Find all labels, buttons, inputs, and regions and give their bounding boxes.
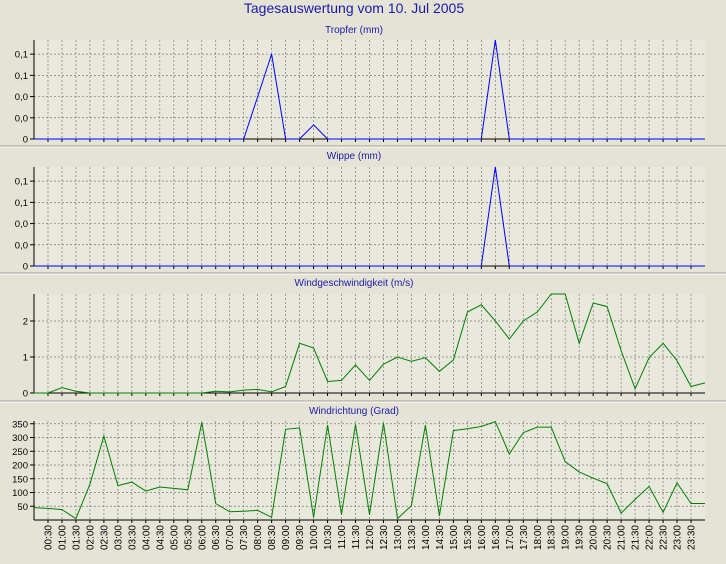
y-tick-label: 0,0 (15, 240, 28, 251)
x-tick-label: 02:30 (99, 525, 110, 550)
x-tick-label: 06:00 (197, 525, 208, 550)
x-tick-label: 11:00 (337, 525, 348, 550)
x-tick-label: 03:30 (127, 525, 138, 550)
y-tick-label: 250 (12, 447, 28, 458)
x-axis: 00:30 01:00 01:30 02:00 02:30 03:00 03:30 04:00… (43, 525, 697, 550)
series-line (34, 293, 706, 394)
y-tick-label: 300 (12, 433, 28, 444)
panel-title: Windrichtung (Grad) (309, 406, 399, 417)
x-tick-label: 05:30 (183, 525, 194, 550)
x-tick-label: 12:30 (379, 525, 390, 550)
x-tick-label: 17:30 (519, 525, 530, 550)
x-tick-label: 19:00 (561, 525, 572, 550)
x-tick-label: 16:30 (491, 525, 502, 550)
panel-title: Wippe (mm) (327, 151, 381, 162)
y-tick-label: 0,0 (15, 113, 28, 124)
x-tick-label: 07:30 (239, 525, 250, 550)
y-tick-label: 0,0 (15, 92, 28, 103)
x-tick-label: 20:30 (603, 525, 614, 550)
series-line (34, 39, 705, 140)
x-tick-label: 05:00 (169, 525, 180, 550)
panel-3: Windrichtung (Grad) 50 100 150 200 250 300 350 (0, 400, 726, 523)
y-tick-label: 0 (23, 262, 28, 273)
y-tick-label: 0,1 (15, 198, 28, 209)
panel-2: Windgeschwindigkeit (m/s) 0 1 2 (0, 272, 726, 400)
x-tick-label: 23:00 (673, 525, 684, 550)
x-tick-label: 18:00 (533, 525, 544, 550)
x-tick-label: 20:00 (589, 525, 600, 550)
y-tick-label: 0 (23, 389, 28, 400)
panel-title: Windgeschwindigkeit (m/s) (295, 278, 414, 289)
y-tick-label: 0,0 (15, 219, 28, 230)
x-tick-label: 21:00 (617, 525, 628, 550)
x-tick-label: 21:30 (631, 525, 642, 550)
x-tick-label: 08:00 (253, 525, 264, 550)
y-tick-label: 50 (17, 502, 28, 513)
y-tick-label: 350 (12, 419, 28, 430)
y-tick-label: 2 (23, 317, 28, 328)
x-tick-label: 17:00 (505, 525, 516, 550)
x-tick-label: 03:00 (113, 525, 124, 550)
x-tick-label: 08:30 (267, 525, 278, 550)
x-tick-label: 06:30 (211, 525, 222, 550)
chart-main-title: Tagesauswertung vom 10. Jul 2005 (244, 0, 464, 16)
x-tick-label: 22:30 (659, 525, 670, 550)
y-tick-label: 0,1 (15, 177, 28, 188)
y-tick-label: 0,1 (15, 71, 28, 82)
x-tick-label: 18:30 (547, 525, 558, 550)
x-tick-label: 01:00 (57, 525, 68, 550)
series-line (33, 420, 705, 520)
y-tick-label: 150 (12, 474, 28, 485)
x-tick-label: 09:00 (281, 525, 292, 550)
x-tick-label: 01:30 (71, 525, 82, 550)
x-tick-label: 02:00 (85, 525, 96, 550)
x-tick-label: 07:00 (225, 525, 236, 550)
series-line (34, 166, 705, 267)
x-tick-label: 10:00 (309, 525, 320, 550)
x-tick-label: 19:30 (575, 525, 586, 550)
x-tick-label: 00:30 (43, 525, 54, 550)
panel-title: Tropfer (mm) (325, 25, 383, 36)
x-tick-label: 14:00 (421, 525, 432, 550)
x-tick-label: 12:00 (365, 525, 376, 550)
panel-1: Wippe (mm) 0 0,0 0,0 0,1 0,1 (0, 145, 726, 273)
y-tick-label: 200 (12, 461, 28, 472)
y-tick-label: 100 (12, 488, 28, 499)
x-tick-label: 13:30 (407, 525, 418, 550)
x-tick-label: 09:30 (295, 525, 306, 550)
x-tick-label: 16:00 (477, 525, 488, 550)
x-tick-label: 04:00 (141, 525, 152, 550)
x-tick-label: 23:30 (687, 525, 698, 550)
x-tick-label: 04:30 (155, 525, 166, 550)
x-tick-label: 11:30 (351, 525, 362, 550)
x-tick-label: 10:30 (323, 525, 334, 550)
x-tick-label: 15:00 (449, 525, 460, 550)
panel-0: Tropfer (mm) 0 0,0 0,0 0,1 0,1 (15, 25, 705, 146)
chart-panels: Tropfer (mm) 0 0,0 0,0 0,1 0,1 Wippe (mm) 0 0,0 0… (0, 25, 726, 523)
x-tick-label: 14:30 (435, 525, 446, 550)
x-tick-label: 13:00 (393, 525, 404, 550)
y-tick-label: 1 (23, 353, 28, 364)
y-tick-label: 0 (23, 135, 28, 146)
x-tick-label: 22:00 (645, 525, 656, 550)
x-tick-label: 15:30 (463, 525, 474, 550)
y-tick-label: 0,1 (15, 50, 28, 61)
